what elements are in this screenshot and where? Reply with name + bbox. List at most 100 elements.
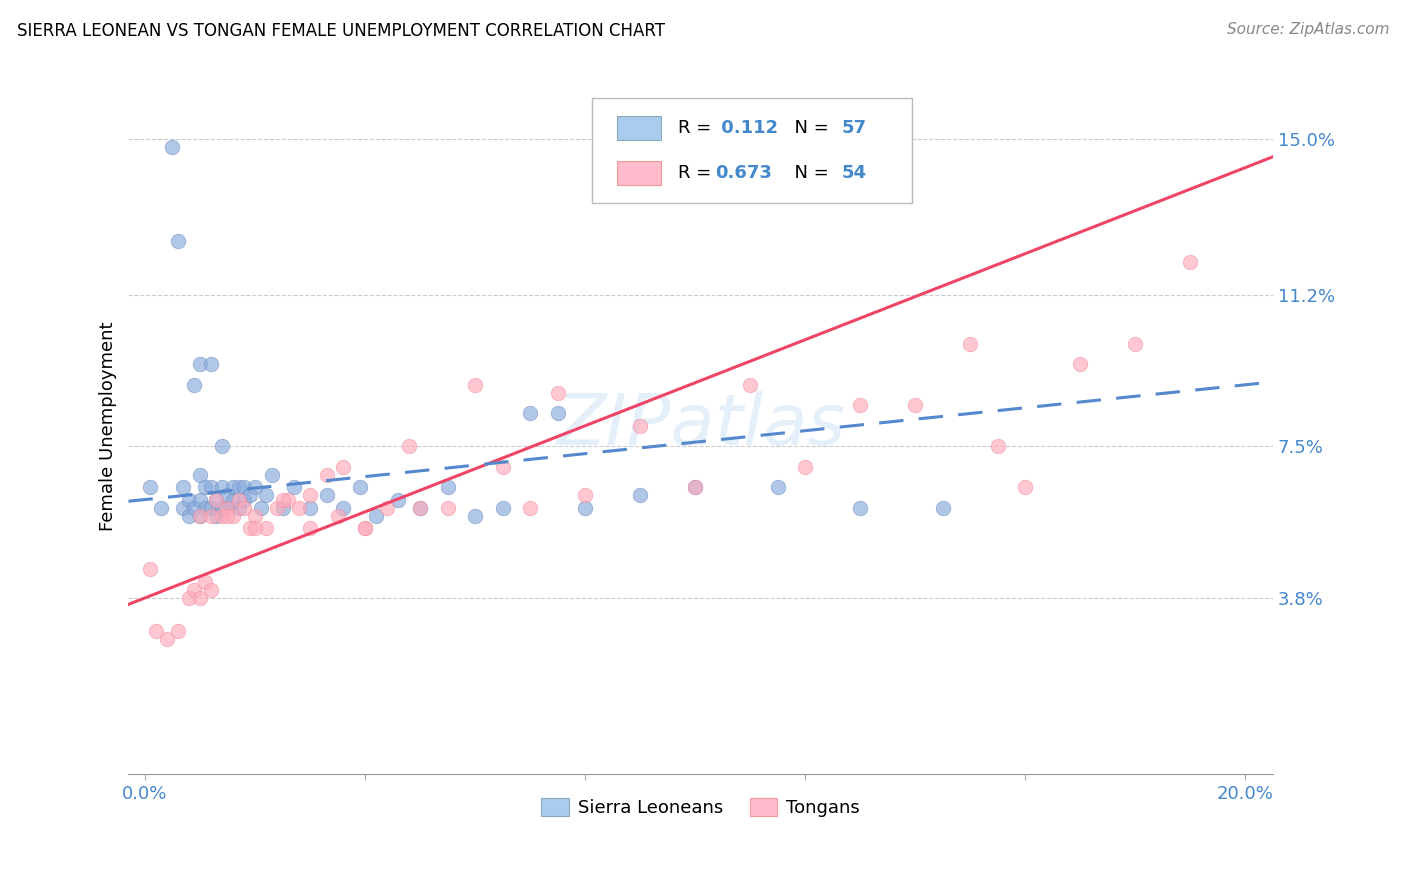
- Point: [243, 480, 266, 494]
- Legend: Sierra Leoneans, Tongans: Sierra Leoneans, Tongans: [534, 790, 868, 824]
- Point: [173, 480, 195, 494]
- Text: 54: 54: [841, 164, 866, 182]
- Point: [173, 500, 195, 515]
- Point: [326, 508, 349, 523]
- Point: [211, 439, 233, 453]
- Point: [904, 398, 927, 412]
- Point: [683, 480, 706, 494]
- Point: [464, 377, 486, 392]
- Point: [1123, 336, 1146, 351]
- Point: [315, 488, 337, 502]
- Point: [315, 467, 337, 482]
- Point: [271, 500, 294, 515]
- Point: [436, 500, 458, 515]
- Text: R =: R =: [678, 164, 717, 182]
- Point: [233, 492, 256, 507]
- Text: ZIPatlas: ZIPatlas: [557, 392, 845, 460]
- Point: [200, 480, 222, 494]
- FancyBboxPatch shape: [592, 98, 912, 202]
- Point: [243, 521, 266, 535]
- Point: [233, 480, 256, 494]
- Point: [222, 508, 245, 523]
- Point: [491, 459, 513, 474]
- Point: [288, 500, 311, 515]
- Point: [200, 582, 222, 597]
- Text: 57: 57: [841, 119, 866, 137]
- Text: N =: N =: [783, 119, 835, 137]
- Point: [200, 500, 222, 515]
- Point: [228, 480, 250, 494]
- Point: [205, 492, 228, 507]
- Point: [228, 500, 250, 515]
- Point: [254, 488, 277, 502]
- Point: [233, 500, 256, 515]
- Point: [349, 480, 371, 494]
- FancyBboxPatch shape: [617, 116, 661, 140]
- Point: [243, 508, 266, 523]
- Point: [194, 500, 217, 515]
- Point: [574, 500, 596, 515]
- Point: [298, 500, 321, 515]
- Point: [959, 336, 981, 351]
- Point: [217, 488, 239, 502]
- Point: [222, 480, 245, 494]
- Point: [205, 492, 228, 507]
- Point: [849, 500, 872, 515]
- Point: [238, 488, 260, 502]
- Text: R =: R =: [678, 119, 717, 137]
- Point: [188, 508, 211, 523]
- Point: [254, 521, 277, 535]
- Point: [375, 500, 398, 515]
- Y-axis label: Female Unemployment: Female Unemployment: [100, 321, 117, 531]
- Point: [283, 480, 305, 494]
- Point: [354, 521, 377, 535]
- Point: [139, 562, 162, 576]
- Point: [177, 591, 200, 605]
- Point: [849, 398, 872, 412]
- Point: [519, 407, 541, 421]
- Text: Source: ZipAtlas.com: Source: ZipAtlas.com: [1226, 22, 1389, 37]
- Point: [574, 488, 596, 502]
- Point: [1180, 255, 1202, 269]
- Point: [194, 574, 217, 589]
- Point: [211, 508, 233, 523]
- Point: [409, 500, 432, 515]
- Point: [188, 467, 211, 482]
- Point: [188, 357, 211, 371]
- Point: [298, 521, 321, 535]
- Point: [354, 521, 377, 535]
- Point: [200, 508, 222, 523]
- Point: [222, 492, 245, 507]
- Point: [1014, 480, 1036, 494]
- Point: [217, 508, 239, 523]
- Point: [547, 407, 569, 421]
- Text: N =: N =: [783, 164, 835, 182]
- Point: [145, 624, 167, 638]
- Point: [519, 500, 541, 515]
- Point: [332, 459, 354, 474]
- Point: [398, 439, 420, 453]
- Point: [217, 500, 239, 515]
- Point: [1069, 357, 1091, 371]
- Point: [188, 492, 211, 507]
- Point: [332, 500, 354, 515]
- Point: [200, 357, 222, 371]
- Point: [205, 508, 228, 523]
- Point: [409, 500, 432, 515]
- Point: [491, 500, 513, 515]
- Point: [260, 467, 283, 482]
- Point: [364, 508, 387, 523]
- Point: [987, 439, 1010, 453]
- Point: [266, 500, 288, 515]
- FancyBboxPatch shape: [617, 161, 661, 186]
- Point: [177, 492, 200, 507]
- Text: 0.112: 0.112: [716, 119, 779, 137]
- Point: [183, 377, 205, 392]
- Point: [740, 377, 762, 392]
- Text: SIERRA LEONEAN VS TONGAN FEMALE UNEMPLOYMENT CORRELATION CHART: SIERRA LEONEAN VS TONGAN FEMALE UNEMPLOY…: [17, 22, 665, 40]
- Point: [249, 500, 271, 515]
- Point: [217, 500, 239, 515]
- Point: [228, 492, 250, 507]
- Point: [277, 492, 299, 507]
- Point: [238, 521, 260, 535]
